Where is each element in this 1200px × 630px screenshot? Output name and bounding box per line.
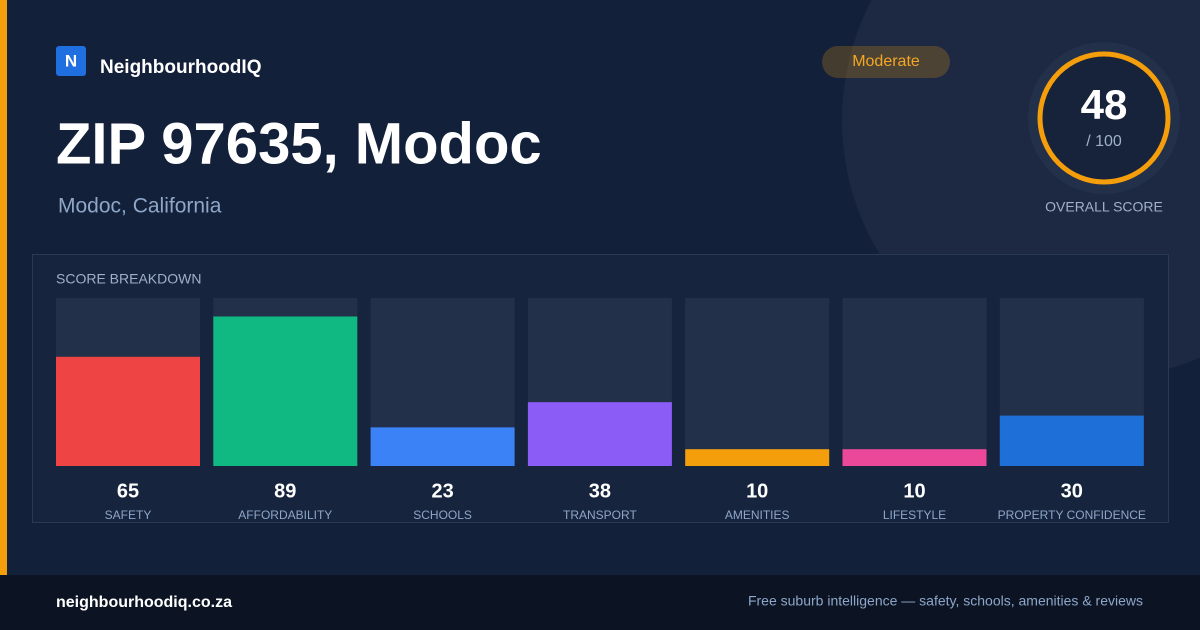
bar-track	[685, 298, 830, 466]
score-ring	[1037, 51, 1171, 185]
value-label: 10	[746, 480, 768, 502]
value-label: 89	[274, 480, 296, 502]
subtitle: Modoc, California	[58, 195, 222, 218]
category-label: TRANSPORT	[563, 508, 637, 522]
bar	[527, 402, 672, 466]
bar	[370, 427, 515, 466]
footer-site: neighbourhoodiq.co.za	[56, 594, 232, 611]
brand-name: NeighbourhoodIQ	[100, 57, 261, 78]
value-label: 23	[431, 480, 453, 502]
badge	[822, 46, 950, 78]
overall-score: 48	[1081, 81, 1128, 128]
category-label: PROPERTY CONFIDENCE	[998, 508, 1146, 522]
value-label: 30	[1061, 480, 1083, 502]
logo	[56, 46, 86, 76]
category-label: LIFESTYLE	[883, 508, 946, 522]
category-label: AMENITIES	[725, 508, 790, 522]
breakdown-title: SCORE BREAKDOWN	[56, 271, 201, 287]
footer-tagline: Free suburb intelligence — safety, schoo…	[748, 593, 1143, 609]
bar	[842, 449, 987, 466]
bar	[213, 316, 358, 466]
overall-out-of: / 100	[1086, 133, 1122, 150]
value-label: 38	[589, 480, 611, 502]
logo-letter: N	[65, 51, 77, 70]
footer	[0, 575, 1200, 630]
value-label: 65	[117, 480, 139, 502]
badge-text: Moderate	[852, 53, 920, 70]
category-label: AFFORDABILITY	[238, 508, 332, 522]
category-label: SAFETY	[105, 508, 152, 522]
title: ZIP 97635, Modoc	[56, 111, 542, 176]
accent-stripe	[0, 0, 7, 575]
bar	[685, 449, 830, 466]
bar	[56, 356, 200, 466]
value-label: 10	[903, 480, 925, 502]
bars: 65 SAFETY 89 AFFORDABILITY 23 SCHOOLS 38 TRANSP…	[56, 298, 1146, 522]
bar-track	[842, 298, 987, 466]
category-label: SCHOOLS	[413, 508, 472, 522]
bar	[999, 415, 1144, 466]
overall-label: OVERALL SCORE	[1045, 199, 1163, 215]
